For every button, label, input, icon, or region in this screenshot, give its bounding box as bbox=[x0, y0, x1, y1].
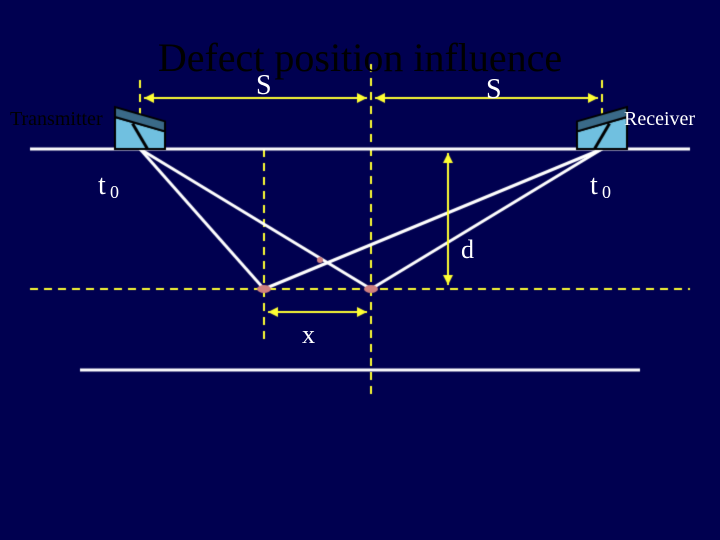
t0-right-t: t bbox=[590, 170, 598, 202]
t0-left-0: 0 bbox=[110, 182, 119, 203]
t0-right-0: 0 bbox=[602, 182, 611, 203]
s-left-label: S bbox=[256, 70, 272, 102]
d-label: d bbox=[461, 235, 474, 265]
diagram-canvas bbox=[0, 0, 720, 540]
slide-title: Defect position influence bbox=[0, 34, 720, 81]
t0-left-t: t bbox=[98, 170, 106, 202]
transmitter-label: Transmitter bbox=[10, 108, 103, 131]
s-right-label: S bbox=[486, 74, 502, 106]
receiver-label: Receiver bbox=[624, 108, 695, 131]
x-label: x bbox=[302, 320, 315, 350]
